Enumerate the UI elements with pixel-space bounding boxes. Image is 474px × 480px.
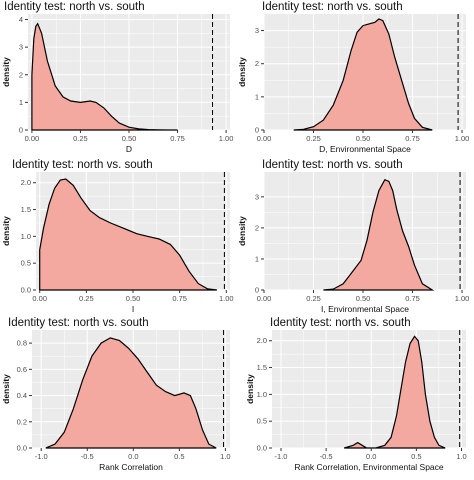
panel-2: Identity test: north vs. south 0.00 0.25 0.… xyxy=(237,1,469,154)
panel-3-y-tick-label: 1.0 xyxy=(21,232,31,241)
panel-3-x-axis-label: I xyxy=(132,304,134,314)
panel-5-title: Identity test: north vs. south xyxy=(8,317,149,329)
panel-2-y-tick-label: 2 xyxy=(255,59,259,68)
panel-6-x-tick-label: -1.0 xyxy=(275,452,288,461)
panel-1-y-tick-label: 4 xyxy=(19,15,23,24)
panel-1-x-tick-label: 0.25 xyxy=(73,134,88,143)
panel-1-y-tick-label: 0 xyxy=(19,126,23,135)
panel-2-x-axis-label: D, Environmental Space xyxy=(319,144,411,154)
panel-2-y-axis-label: density xyxy=(237,57,247,87)
panel-6-y-axis-label: density xyxy=(245,374,255,404)
panel-2-density-area xyxy=(293,18,433,131)
panel-4-y-tick-label: 1 xyxy=(255,254,259,263)
panel-5-density-area xyxy=(45,337,217,449)
panel-5-x-axis-label: Rank Correlation xyxy=(99,462,163,472)
panel-6-x-tick-label: 0.0 xyxy=(366,452,376,461)
panel-5-y-tick-label: 0.8 xyxy=(17,339,27,348)
panel-3-x-tick-label: 1.00 xyxy=(219,294,234,303)
panel-1: Identity test: north vs. south 0.00 0.25 0.… xyxy=(1,1,233,154)
panel-3-x-tick-label: 0.50 xyxy=(126,294,141,303)
panel-1-x-axis-label: D xyxy=(126,144,132,154)
panel-4-x-tick-label: 0.25 xyxy=(306,294,321,303)
panel-3-x-tick-label: 0.75 xyxy=(172,294,187,303)
panel-3-x-tick-label: 0.00 xyxy=(32,294,47,303)
panel-5-y-tick-label: 0.2 xyxy=(17,417,27,426)
panel-3-title: Identity test: north vs. south xyxy=(12,159,153,171)
panel-4-x-tick-label: 0.75 xyxy=(405,294,420,303)
panel-3-density-area xyxy=(39,178,217,291)
panel-3-x-tick-label: 0.25 xyxy=(79,294,94,303)
panel-6-y-tick-label: 0.0 xyxy=(257,444,267,453)
panel-6-y-tick-label: 1.5 xyxy=(257,363,267,372)
panel-3-y-tick-label: 2.0 xyxy=(21,178,31,187)
panel-5-y-tick-label: 0.4 xyxy=(17,391,27,400)
panel-4-x-axis-label: I, Environmental Space xyxy=(321,304,409,314)
panel-3: Identity test: north vs. south 0.00 0.25 0.… xyxy=(1,159,234,314)
panel-1-x-tick-label: 1.00 xyxy=(219,134,234,143)
panel-6-x-tick-label: 1.0 xyxy=(456,452,466,461)
panel-6-y-tick-label: 0.5 xyxy=(257,417,267,426)
panel-1-density-area xyxy=(31,22,178,131)
panel-3-y-tick-label: 0.0 xyxy=(21,286,31,295)
panel-2-y-tick-label: 3 xyxy=(255,26,259,35)
panel-5-x-tick-label: 0.5 xyxy=(174,452,184,461)
panel-2-x-tick-label: 0.75 xyxy=(405,134,420,143)
panel-4-y-axis-label: density xyxy=(237,216,247,246)
panel-1-x-tick-label: 0.00 xyxy=(25,134,40,143)
panel-6-background xyxy=(272,330,466,448)
panel-1-y-tick-label: 2 xyxy=(19,70,23,79)
panel-6-x-tick-label: -0.5 xyxy=(320,452,333,461)
panel-5-y-tick-label: 0.6 xyxy=(17,365,27,374)
panel-3-y-axis-label: density xyxy=(1,216,11,246)
panel-5-x-tick-label: -0.5 xyxy=(81,452,94,461)
panel-3-y-tick-label: 0.5 xyxy=(21,259,31,268)
panel-1-x-tick-label: 0.75 xyxy=(170,134,185,143)
panel-2-title: Identity test: north vs. south xyxy=(262,1,403,13)
panel-2-x-tick-label: 0.25 xyxy=(306,134,321,143)
panel-1-title: Identity test: north vs. south xyxy=(4,1,145,13)
panel-5-y-axis-label: density xyxy=(1,374,11,404)
panel-5-x-tick-label: 1.0 xyxy=(220,452,230,461)
panel-4-y-tick-label: 3 xyxy=(255,192,259,201)
panel-6-title: Identity test: north vs. south xyxy=(270,317,411,329)
panel-5-x-tick-label: 0.0 xyxy=(128,452,138,461)
panel-5-x-tick-label: -1.0 xyxy=(35,452,48,461)
panel-2-x-tick-label: 1.00 xyxy=(455,134,470,143)
panel-6-y-tick-label: 2.0 xyxy=(257,336,267,345)
panel-5: Identity test: north vs. south -1.0 -0.5 0.… xyxy=(1,317,231,472)
panel-2-y-tick-label: 1 xyxy=(255,92,259,101)
panel-6-y-tick-label: 1.0 xyxy=(257,390,267,399)
panel-6-x-axis-label: Rank Correlation, Environmental Space xyxy=(294,462,444,472)
panel-4-y-tick-label: 2 xyxy=(255,223,259,232)
panel-4-density-area xyxy=(323,179,435,291)
panel-4-title: Identity test: north vs. south xyxy=(262,159,403,171)
panel-4: Identity test: north vs. south 0.00 0.25 0.… xyxy=(237,159,469,314)
panel-2-x-tick-label: 0.00 xyxy=(257,134,272,143)
panel-1-y-tick-label: 1 xyxy=(19,98,23,107)
panel-4-x-tick-label: 0.00 xyxy=(257,294,272,303)
panel-4-x-tick-label: 0.50 xyxy=(356,294,371,303)
panel-6-density-area xyxy=(344,335,446,449)
panel-6-x-tick-label: 0.5 xyxy=(411,452,421,461)
panel-1-x-tick-label: 0.50 xyxy=(122,134,137,143)
panel-2-y-tick-label: 0 xyxy=(255,126,259,135)
panel-1-y-tick-label: 3 xyxy=(19,43,23,52)
panel-4-y-tick-label: 0 xyxy=(255,286,259,295)
panel-5-y-tick-label: 0.0 xyxy=(17,444,27,453)
panel-6: Identity test: north vs. south -1.0 -0.5 0.… xyxy=(245,317,467,472)
panel-1-y-axis-label: density xyxy=(1,57,11,87)
panel-3-y-tick-label: 1.5 xyxy=(21,205,31,214)
panel-2-x-tick-label: 0.50 xyxy=(356,134,371,143)
panel-4-x-tick-label: 1.00 xyxy=(455,294,470,303)
